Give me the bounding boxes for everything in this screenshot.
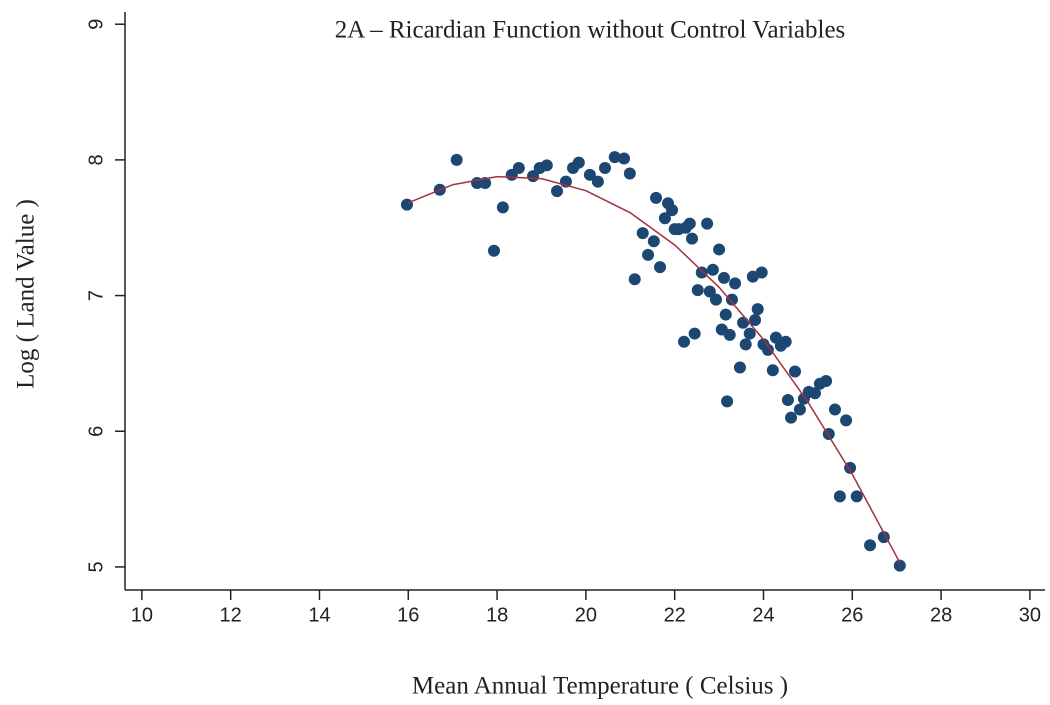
data-point [598, 162, 611, 175]
data-point [864, 539, 877, 552]
data-point [725, 293, 738, 306]
data-point [828, 403, 841, 416]
y-tick-label: 7 [85, 290, 107, 301]
data-point [527, 170, 540, 183]
data-point [572, 156, 585, 169]
x-tick-label: 16 [397, 604, 419, 626]
data-point [739, 338, 752, 351]
data-point [623, 167, 636, 180]
chart-title: 2A – Ricardian Function without Control … [335, 17, 846, 44]
y-tick-label: 6 [85, 426, 107, 437]
x-tick-label: 12 [220, 604, 242, 626]
data-point [691, 284, 704, 297]
y-tick-label: 8 [85, 154, 107, 165]
data-point [512, 162, 525, 175]
data-point [850, 490, 863, 503]
data-point [608, 151, 621, 164]
data-point [723, 328, 736, 341]
data-point [789, 365, 802, 378]
data-point [450, 153, 463, 166]
data-point [737, 316, 750, 329]
data-point [751, 303, 764, 316]
data-point [755, 266, 768, 279]
data-point [591, 175, 604, 188]
data-point [654, 261, 667, 274]
y-tick-label: 5 [85, 561, 107, 572]
data-point [809, 387, 821, 400]
data-point [678, 335, 691, 348]
data-point [781, 394, 794, 407]
data-point [686, 232, 699, 245]
data-point [729, 277, 742, 290]
data-point [721, 395, 734, 408]
data-point [683, 217, 696, 230]
x-tick-label: 30 [1019, 604, 1041, 626]
data-point [400, 198, 413, 211]
data-point [766, 364, 779, 377]
x-tick-label: 28 [930, 604, 952, 626]
data-point [636, 227, 649, 240]
x-tick-label: 20 [575, 604, 597, 626]
data-point [893, 559, 906, 572]
data-point [733, 361, 746, 374]
data-point [820, 375, 833, 388]
data-point [703, 285, 716, 298]
data-point [551, 185, 564, 198]
data-point [706, 263, 719, 276]
data-point [658, 212, 671, 225]
data-point [713, 243, 726, 256]
x-tick-label: 10 [131, 604, 153, 626]
fitted-line [407, 175, 901, 564]
data-point [719, 308, 732, 321]
x-axis-title: Mean Annual Temperature ( Celsius ) [412, 673, 788, 700]
data-point [540, 159, 553, 172]
data-point [628, 273, 641, 286]
data-point [717, 271, 730, 284]
x-tick-label: 22 [664, 604, 686, 626]
data-point [701, 217, 714, 230]
data-point [761, 343, 774, 356]
data-point [709, 293, 722, 306]
data-point [793, 403, 806, 416]
x-tick-label: 18 [486, 604, 508, 626]
data-point [833, 490, 846, 503]
y-axis-title: Log ( Land Value ) [13, 199, 40, 389]
data-point [487, 244, 500, 257]
data-point [743, 327, 756, 340]
data-point [650, 191, 663, 204]
data-point [618, 152, 631, 165]
data-point [779, 335, 792, 348]
data-point [647, 235, 660, 248]
x-tick-label: 26 [841, 604, 863, 626]
data-point [749, 313, 762, 326]
data-point [583, 168, 596, 181]
data-point [666, 204, 679, 217]
x-tick-label: 14 [308, 604, 330, 626]
data-point [785, 411, 798, 424]
data-point [688, 327, 701, 340]
data-point [840, 414, 853, 427]
x-tick-label: 24 [752, 604, 774, 626]
data-point [642, 248, 655, 261]
data-point [496, 201, 509, 214]
data-point [877, 531, 890, 544]
data-point [695, 266, 708, 279]
y-tick-label: 9 [85, 19, 107, 30]
